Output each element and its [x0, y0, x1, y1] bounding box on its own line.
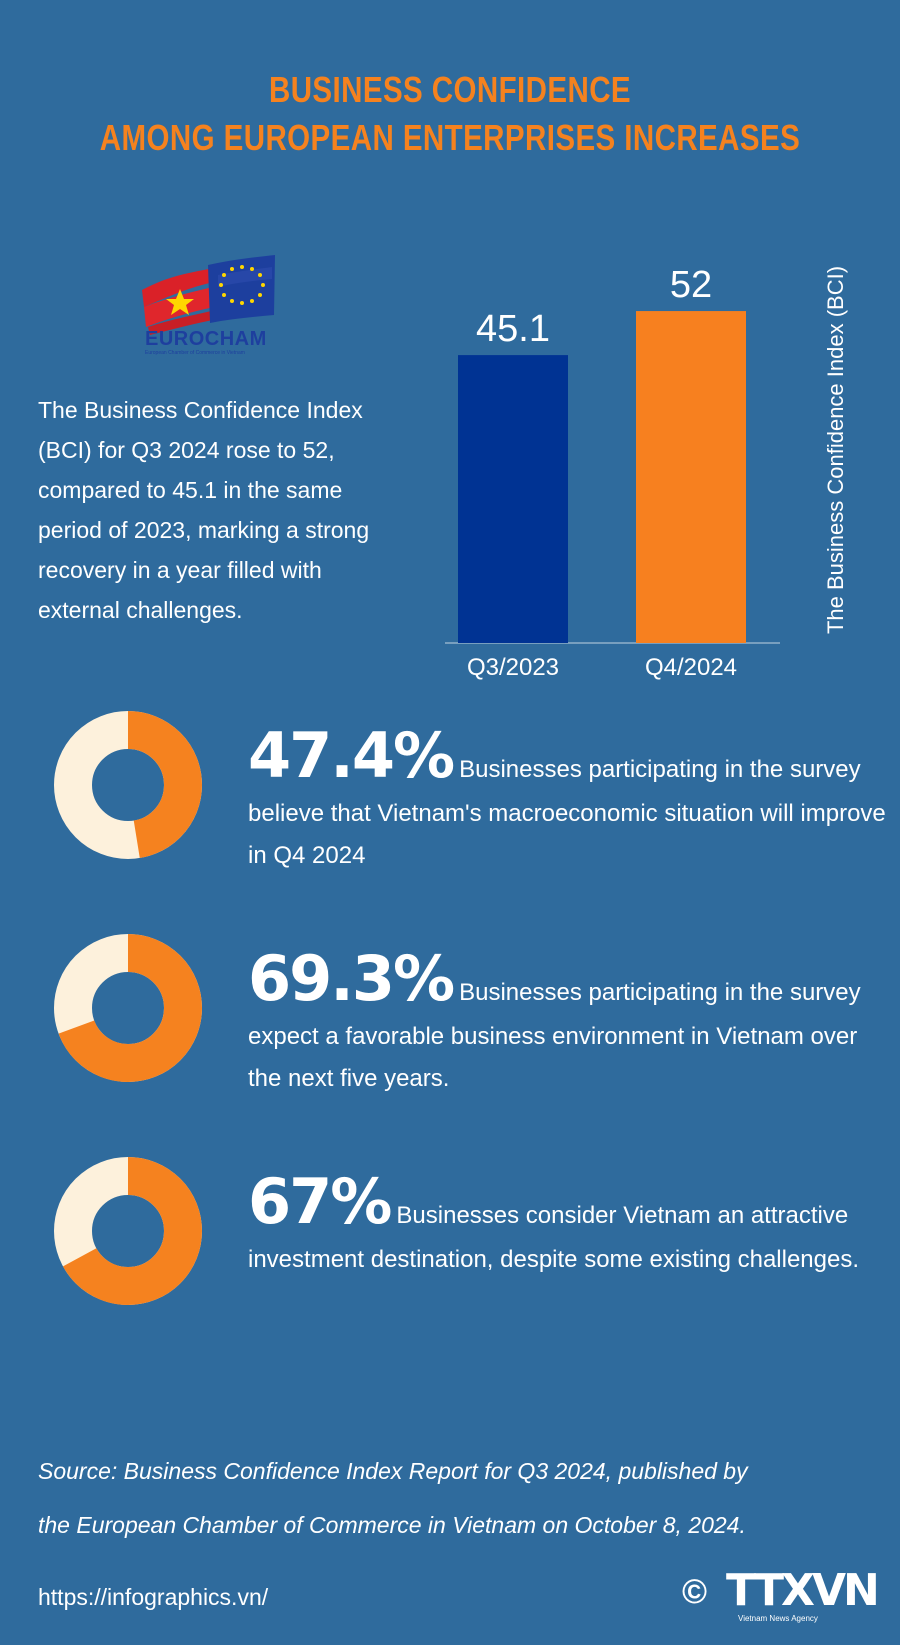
- stat-value: 67%: [248, 1165, 392, 1238]
- source-line-1: Source: Business Confidence Index Report…: [38, 1458, 748, 1484]
- eu-stars-icon: [219, 265, 265, 305]
- bar-q4-2024: [636, 311, 746, 643]
- donut-chart-3: [54, 1157, 202, 1305]
- source-url-link[interactable]: https://infographics.vn/: [38, 1584, 269, 1610]
- source-note: Source: Business Confidence Index Report…: [38, 1444, 878, 1552]
- eurocham-flag-logo: [142, 255, 275, 335]
- x-tick-label: Q4/2024: [645, 654, 737, 681]
- agency-logo: TTXVN: [726, 1565, 880, 1616]
- stat-description-rest: expect a favorable business environment …: [248, 1023, 858, 1092]
- bar-q3-2023: [458, 355, 568, 643]
- page-title: BUSINESS CONFIDENCE AMONG EUROPEAN ENTER…: [81, 66, 819, 162]
- logo-wordmark: EUROCHAM: [145, 328, 267, 350]
- bci-bar-chart: 45.1 Q3/2023 52 Q4/2024 The Business Confid…: [445, 264, 848, 681]
- donut-share: [54, 711, 202, 859]
- stat-description-start: Businesses consider Vietnam an attractiv…: [396, 1202, 849, 1229]
- stat-block-3: 67% Businesses consider Vietnam an attrac…: [248, 1171, 888, 1281]
- donut-share: [54, 1157, 202, 1305]
- stat-value: 69.3%: [248, 942, 455, 1015]
- y-axis-label: The Business Confidence Index (BCI): [823, 266, 848, 634]
- copyright-icon: ©: [682, 1573, 708, 1611]
- donut-chart-1: [54, 711, 202, 859]
- stat-block-1: 47.4% Businesses participating in the sur…: [248, 725, 888, 877]
- bar-value-label: 45.1: [476, 308, 550, 350]
- stat-value: 47.4%: [248, 719, 455, 792]
- agency-subtitle: Vietnam News Agency: [738, 1614, 818, 1623]
- intro-paragraph: The Business Confidence Index (BCI) for …: [38, 397, 370, 623]
- bar-value-label: 52: [670, 264, 712, 306]
- stat-description-rest: investment destination, despite some exi…: [248, 1246, 860, 1273]
- stat-description-start: Businesses participating in the survey: [459, 756, 861, 783]
- source-line-2: the European Chamber of Commerce in Viet…: [38, 1512, 746, 1538]
- donut-share: [54, 934, 202, 1082]
- stat-block-2: 69.3% Businesses participating in the sur…: [248, 948, 888, 1100]
- x-tick-label: Q3/2023: [467, 654, 559, 681]
- stat-description-start: Businesses participating in the survey: [459, 979, 861, 1006]
- title-line-2: AMONG EUROPEAN ENTERPRISES INCREASES: [99, 117, 801, 158]
- donut-chart-2: [54, 934, 202, 1082]
- logo-subtitle: European Chamber of Commerce in Vietnam: [145, 350, 245, 356]
- stat-description-rest: believe that Vietnam's macroeconomic sit…: [248, 800, 886, 869]
- title-line-1: BUSINESS CONFIDENCE: [268, 69, 632, 110]
